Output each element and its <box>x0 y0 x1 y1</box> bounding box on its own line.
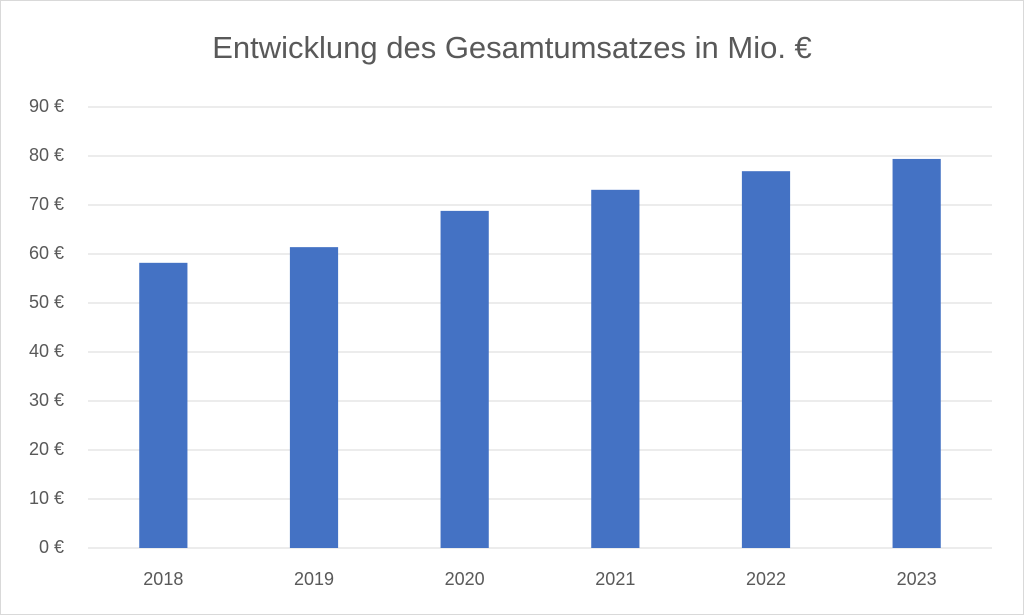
x-tick-label: 2023 <box>897 569 937 589</box>
y-tick-label: 70 € <box>29 194 64 214</box>
y-tick-label: 30 € <box>29 390 64 410</box>
y-tick-label: 50 € <box>29 292 64 312</box>
chart-title: Entwicklung des Gesamtumsatzes in Mio. € <box>212 30 812 65</box>
y-tick-label: 90 € <box>29 96 64 116</box>
y-tick-label: 60 € <box>29 243 64 263</box>
bar <box>591 189 640 548</box>
x-tick-label: 2021 <box>595 569 635 589</box>
bar <box>139 262 188 548</box>
x-tick-label: 2020 <box>445 569 485 589</box>
bar <box>440 210 489 548</box>
y-tick-label: 0 € <box>39 537 64 557</box>
bar <box>741 171 791 548</box>
bar <box>892 158 941 548</box>
y-tick-label: 80 € <box>29 145 64 165</box>
bar <box>289 247 339 548</box>
y-tick-label: 10 € <box>29 488 64 508</box>
x-tick-label: 2019 <box>294 569 334 589</box>
x-tick-label: 2018 <box>143 569 183 589</box>
y-tick-label: 40 € <box>29 341 64 361</box>
x-tick-label: 2022 <box>746 569 786 589</box>
y-tick-label: 20 € <box>29 439 64 459</box>
